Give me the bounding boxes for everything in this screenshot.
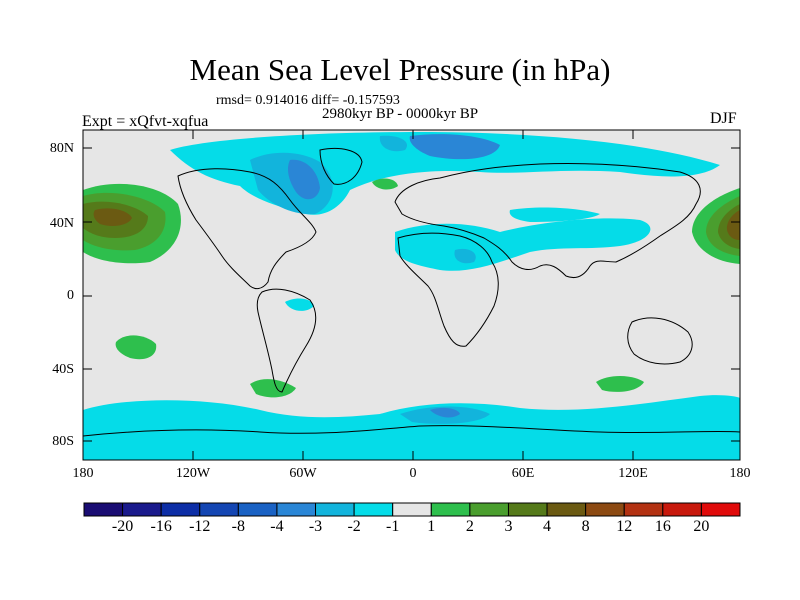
lat-label-80n: 80N [49, 141, 74, 156]
colorbar-swatch [623, 502, 664, 517]
colorbar-swatch [469, 502, 509, 517]
lat-label-40n: 40N [49, 216, 74, 231]
lat-label-80s: 80S [52, 434, 74, 449]
colorbar-swatch [546, 502, 587, 517]
colorbar-swatch [315, 502, 355, 517]
period-label: 2980kyr BP - 0000kyr BP [322, 106, 479, 122]
pacific-positive-west-core [93, 208, 132, 226]
colorbar-label: 20 [693, 518, 710, 535]
colorbar-swatch [662, 502, 702, 517]
lon-label-0: 0 [409, 466, 417, 481]
east-asia-negative [509, 207, 600, 222]
indian-ocean-positive [596, 376, 644, 392]
australia-coast [627, 317, 693, 365]
colorbar-label: 12 [616, 518, 633, 535]
colorbar-swatch [122, 502, 162, 517]
colorbar-swatch [507, 502, 548, 517]
colorbar-label: -20 [111, 518, 134, 535]
north-atlantic-positive [372, 178, 398, 190]
lon-label-180w: 180 [72, 466, 94, 481]
colorbar-swatch [160, 502, 201, 517]
colorbar-label: 3 [504, 518, 513, 535]
greenland-coast [319, 148, 363, 185]
south-america-positive [250, 379, 296, 398]
atlantic-small-negative [285, 298, 314, 311]
colorbar [83, 502, 741, 517]
colorbar-label: 4 [543, 518, 552, 535]
colorbar-label: 1 [427, 518, 436, 535]
colorbar-swatch [237, 502, 278, 517]
colorbar-swatch [353, 502, 394, 517]
southern-ocean-deep-core [430, 407, 460, 418]
colorbar-swatch [199, 502, 239, 517]
colorbar-label: 2 [465, 518, 474, 535]
arctic-core-west [379, 135, 408, 152]
axis-ticks [83, 130, 740, 460]
colorbar-label: -2 [347, 518, 361, 535]
south-pacific-positive [115, 335, 157, 360]
rmsd-diff-stats: rmsd= 0.914016 diff= -0.157593 [216, 93, 400, 108]
colorbar-label: 8 [581, 518, 590, 535]
lon-label-180e: 180 [729, 466, 751, 481]
coastlines [83, 148, 740, 437]
arctic-core [409, 134, 500, 160]
map-frame [82, 129, 741, 461]
africa-coast [397, 232, 499, 347]
colorbar-swatch [392, 502, 432, 517]
south-america-coast [256, 288, 317, 393]
north-america-coast [177, 168, 317, 290]
colorbar-label: -4 [270, 518, 284, 535]
colorbar-swatch [83, 502, 124, 517]
colorbar-label: -3 [308, 518, 323, 535]
north-atlantic-core [288, 159, 320, 200]
colorbar-label: -16 [150, 518, 172, 535]
lon-label-120e: 120E [618, 466, 648, 481]
colorbar-label: -8 [231, 518, 245, 535]
lat-label-0: 0 [67, 288, 74, 303]
experiment-label: Expt = xQfvt-xqfua [82, 113, 209, 130]
colorbar-label: 16 [654, 518, 671, 535]
season-label: DJF [710, 110, 737, 127]
chart-title: Mean Sea Level Pressure (in hPa) [189, 52, 611, 87]
colorbar-swatch [276, 502, 317, 517]
europe-asia-coast [394, 162, 701, 279]
colorbar-swatch [585, 502, 625, 517]
colorbar-label: -12 [189, 518, 211, 535]
colorbar-swatch [700, 502, 741, 517]
colorbar-swatch [430, 502, 471, 517]
antarctica-coast [83, 425, 740, 437]
lon-label-120w: 120W [175, 466, 211, 481]
lon-label-60w: 60W [289, 466, 317, 481]
pressure-field [83, 130, 740, 460]
southern-ocean-negative-band [83, 395, 740, 460]
lon-label-60e: 60E [511, 466, 535, 481]
lat-label-40s: 40S [52, 362, 74, 377]
colorbar-label: -1 [386, 518, 400, 535]
sahara-negative-core [454, 248, 476, 264]
pacific-positive-east-core [726, 210, 740, 240]
